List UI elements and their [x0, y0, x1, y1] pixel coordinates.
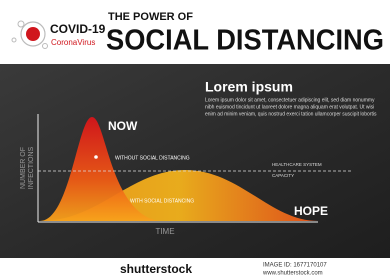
site: www.shutterstock.com	[262, 271, 323, 277]
kicker: THE POWER OF	[108, 11, 193, 23]
curve-label: WITHOUT SOCIAL DISTANCING	[115, 155, 190, 161]
logo-title: COVID-19	[50, 22, 106, 36]
brand: shutterstock	[120, 262, 192, 276]
tail-label: HOPE	[294, 204, 328, 218]
spike-curve	[40, 117, 160, 221]
x-axis-label: TIME	[155, 227, 174, 236]
logo	[11, 20, 48, 49]
capacity-label: HEALTHCARE SYSTEM	[272, 162, 322, 167]
panel-heading: Lorem ipsum	[205, 79, 293, 95]
curve-label: WITH SOCIAL DISTANCING	[130, 198, 194, 204]
body-line: nibh euismod tincidunt ut laoreet dolore…	[205, 104, 374, 110]
y-axis-label: NUMBER OF	[20, 147, 27, 189]
body-line: Lorem ipsum dolor sit amet, consectetuer…	[205, 97, 375, 103]
body-line: enim ad minim veniam, quis nostrud exerc…	[205, 111, 377, 117]
title: SOCIAL DISTANCING	[106, 25, 384, 57]
capacity-label: CAPACITY	[272, 173, 294, 178]
marker-dot	[94, 155, 98, 159]
image-id: IMAGE ID: 1677170107	[263, 263, 327, 269]
panel	[0, 64, 390, 258]
y-axis-label: INFECTIONS	[28, 146, 35, 189]
logo-subtitle: CoronaVirus	[51, 38, 95, 47]
peak-label: NOW	[108, 119, 138, 133]
footer	[0, 258, 390, 280]
